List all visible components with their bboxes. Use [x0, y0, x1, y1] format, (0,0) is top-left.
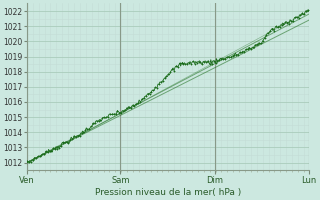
X-axis label: Pression niveau de la mer( hPa ): Pression niveau de la mer( hPa ) — [95, 188, 241, 197]
